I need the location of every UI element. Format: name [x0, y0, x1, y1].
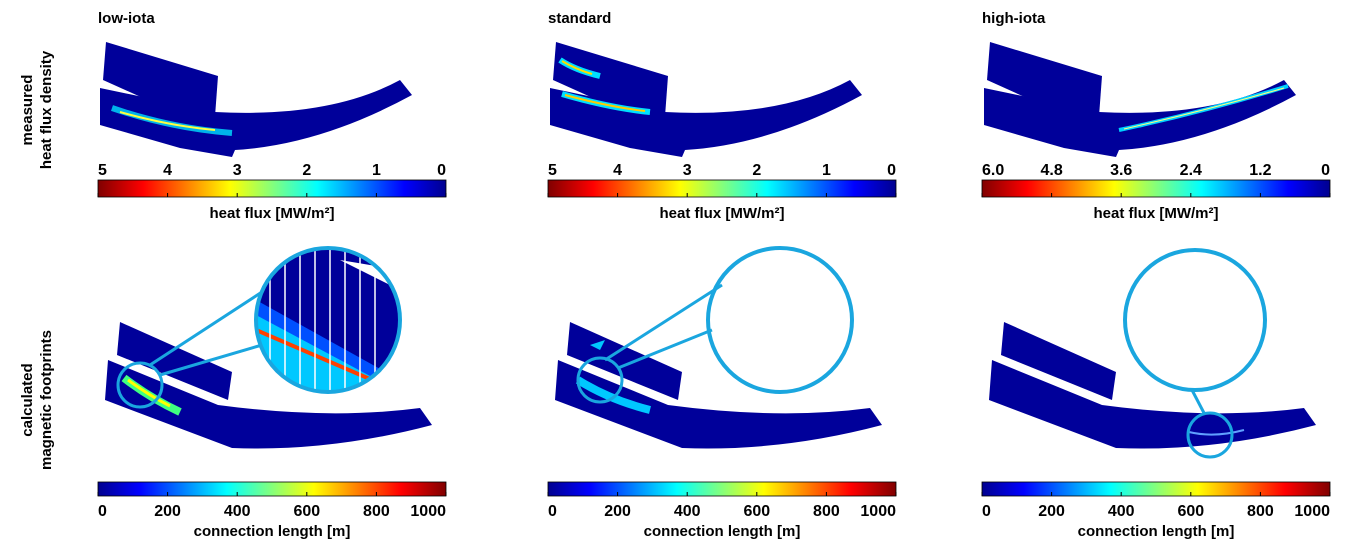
tick-label: 6.0: [982, 162, 1004, 179]
tick-label: 600: [293, 503, 320, 520]
colorbar: [547, 481, 897, 497]
tick-label: 800: [813, 503, 840, 520]
row-label: calculated: [19, 363, 36, 436]
tick-label: 5: [98, 162, 107, 179]
tick-label: 0: [437, 162, 446, 179]
tick-label: 200: [154, 503, 181, 520]
colorbars: 5 4 3 2 1 0 heat flux [MW/m²] 5 4 3 2 1 0 heat flux […: [97, 162, 1331, 540]
tick-label: 1: [372, 162, 381, 179]
row-label: magnetic footprints: [38, 330, 55, 470]
colorbar: [981, 481, 1331, 497]
column-title: standard: [548, 10, 611, 27]
tick-label: 0: [982, 503, 991, 520]
colorbar-label: heat flux [MW/m²]: [660, 205, 785, 222]
tick-label: 0: [887, 162, 896, 179]
tick-label: 3: [683, 162, 692, 179]
tick-label: 4.8: [1040, 162, 1062, 179]
tick-label: 800: [363, 503, 390, 520]
tick-label: 4: [163, 162, 172, 179]
column-titles: low-iota standard high-iota: [98, 10, 1046, 27]
tick-label: 2.4: [1180, 162, 1202, 179]
colorbar-label: connection length [m]: [644, 523, 801, 540]
tick-label: 200: [604, 503, 631, 520]
tick-label: 1000: [860, 503, 896, 520]
row-labels: measured heat flux density calculated ma…: [19, 50, 55, 470]
row-label: measured: [19, 75, 36, 146]
tick-label: 0: [98, 503, 107, 520]
heat-map: [984, 42, 1296, 157]
colorbar-label: heat flux [MW/m²]: [210, 205, 335, 222]
tick-label: 1000: [1294, 503, 1330, 520]
footprint-map: [989, 248, 1316, 459]
tick-label: 400: [674, 503, 701, 520]
tick-label: 800: [1247, 503, 1274, 520]
colorbar-label: connection length [m]: [1078, 523, 1235, 540]
tick-label: 4: [613, 162, 622, 179]
tick-label: 0: [548, 503, 557, 520]
row-label: heat flux density: [38, 50, 55, 169]
colorbar: [97, 481, 447, 497]
tick-label: 400: [1108, 503, 1135, 520]
column-title: low-iota: [98, 10, 155, 27]
tick-label: 1.2: [1249, 162, 1271, 179]
tick-label: 3: [233, 162, 242, 179]
tick-label: 400: [224, 503, 251, 520]
heat-map: [100, 42, 412, 157]
colorbar-label: heat flux [MW/m²]: [1094, 205, 1219, 222]
footprint-map: [105, 246, 432, 449]
tick-label: 0: [1321, 162, 1330, 179]
tick-label: 1000: [410, 503, 446, 520]
footprint-map: [555, 246, 882, 449]
tick-label: 2: [752, 162, 761, 179]
tick-label: 600: [1177, 503, 1204, 520]
colorbar-label: connection length [m]: [194, 523, 351, 540]
tick-label: 200: [1038, 503, 1065, 520]
tick-label: 3.6: [1110, 162, 1132, 179]
tick-label: 2: [302, 162, 311, 179]
colorbar: [97, 179, 447, 198]
colorbar: [981, 179, 1331, 198]
tick-label: 5: [548, 162, 557, 179]
tick-label: 1: [822, 162, 831, 179]
tick-label: 600: [743, 503, 770, 520]
colorbar: [547, 179, 897, 198]
heat-map: [550, 42, 862, 157]
column-title: high-iota: [982, 10, 1046, 27]
